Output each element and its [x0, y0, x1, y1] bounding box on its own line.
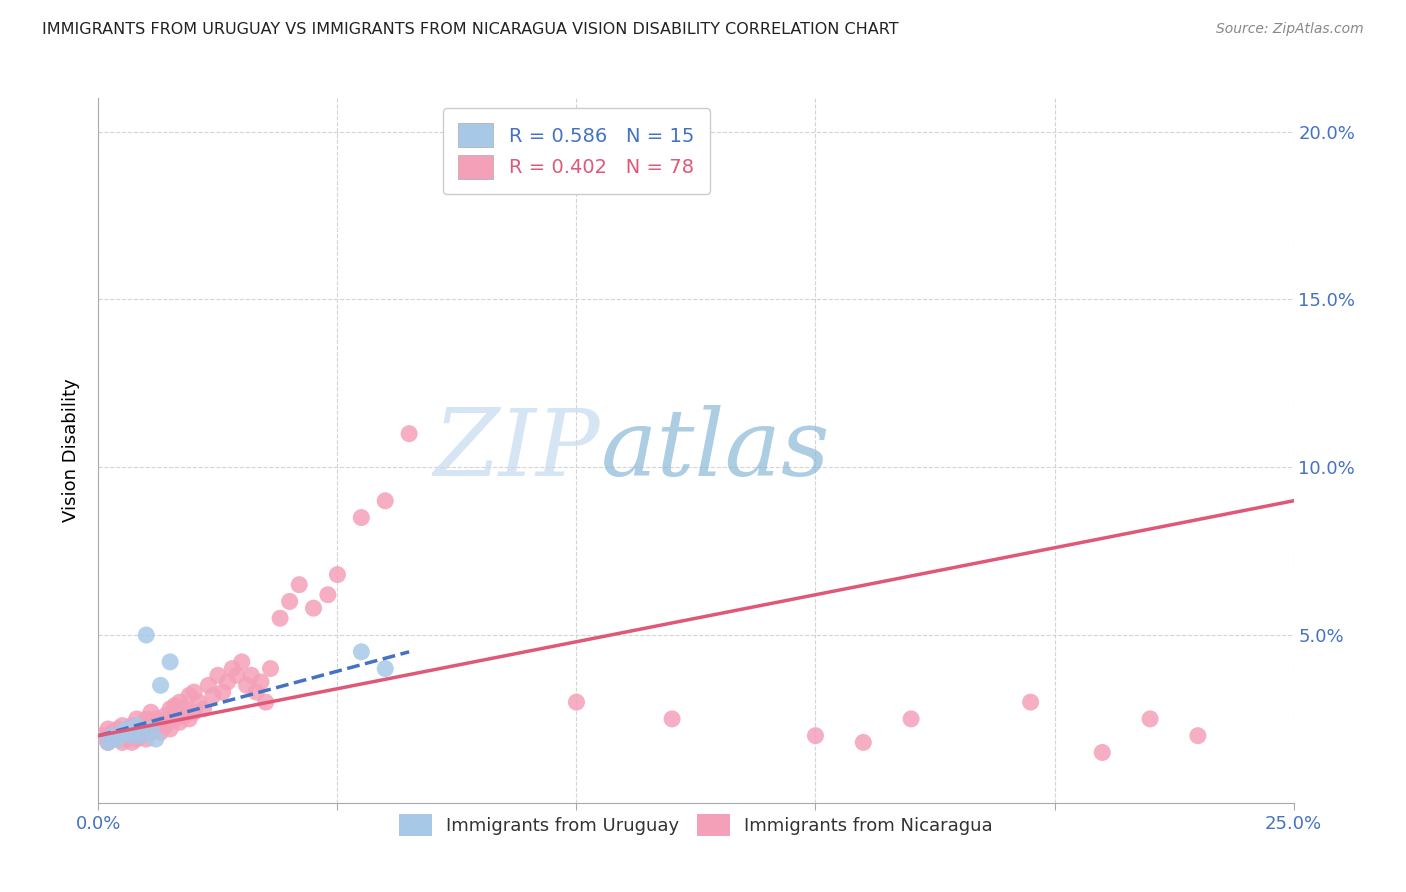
Text: Source: ZipAtlas.com: Source: ZipAtlas.com	[1216, 22, 1364, 37]
Point	[115, 732, 138, 747]
Point	[101, 725, 124, 739]
Point	[217, 675, 239, 690]
Point	[121, 729, 143, 743]
Point	[139, 725, 162, 739]
Point	[179, 712, 201, 726]
Point	[159, 655, 181, 669]
Point	[326, 567, 349, 582]
Point	[111, 725, 134, 739]
Point	[197, 678, 219, 692]
Legend: Immigrants from Uruguay, Immigrants from Nicaragua: Immigrants from Uruguay, Immigrants from…	[392, 806, 1000, 843]
Point	[121, 735, 143, 749]
Point	[1187, 729, 1209, 743]
Point	[398, 426, 420, 441]
Point	[135, 732, 157, 747]
Point	[183, 705, 205, 719]
Point	[131, 729, 153, 743]
Point	[139, 705, 162, 719]
Text: IMMIGRANTS FROM URUGUAY VS IMMIGRANTS FROM NICARAGUA VISION DISABILITY CORRELATI: IMMIGRANTS FROM URUGUAY VS IMMIGRANTS FR…	[42, 22, 898, 37]
Point	[374, 662, 396, 676]
Point	[135, 712, 157, 726]
Point	[211, 685, 233, 699]
Point	[245, 685, 267, 699]
Point	[169, 695, 191, 709]
Point	[135, 628, 157, 642]
Point	[374, 493, 396, 508]
Point	[149, 725, 172, 739]
Point	[163, 712, 186, 726]
Point	[149, 715, 172, 730]
Point	[183, 685, 205, 699]
Point	[107, 732, 129, 747]
Y-axis label: Vision Disability: Vision Disability	[62, 378, 80, 523]
Point	[163, 698, 186, 713]
Point	[91, 729, 114, 743]
Point	[135, 722, 157, 736]
Point	[1139, 712, 1161, 726]
Point	[350, 510, 373, 524]
Point	[121, 718, 143, 732]
Point	[97, 735, 120, 749]
Point	[131, 729, 153, 743]
Point	[125, 725, 148, 739]
Point	[179, 689, 201, 703]
Point	[107, 729, 129, 743]
Point	[226, 668, 249, 682]
Point	[155, 718, 177, 732]
Point	[107, 722, 129, 736]
Point	[125, 712, 148, 726]
Point	[155, 708, 177, 723]
Point	[565, 695, 588, 709]
Point	[145, 732, 167, 747]
Point	[278, 594, 301, 608]
Point	[173, 708, 195, 723]
Point	[101, 732, 124, 747]
Point	[221, 662, 243, 676]
Text: atlas: atlas	[600, 406, 830, 495]
Point	[231, 655, 253, 669]
Point	[661, 712, 683, 726]
Point	[169, 715, 191, 730]
Point	[254, 695, 277, 709]
Point	[131, 718, 153, 732]
Point	[115, 722, 138, 736]
Point	[288, 577, 311, 591]
Point	[202, 689, 225, 703]
Point	[97, 735, 120, 749]
Point	[159, 702, 181, 716]
Point	[111, 725, 134, 739]
Point	[900, 712, 922, 726]
Point	[101, 729, 124, 743]
Point	[207, 668, 229, 682]
Point	[302, 601, 325, 615]
Point	[193, 702, 215, 716]
Point	[269, 611, 291, 625]
Point	[240, 668, 263, 682]
Point	[1091, 746, 1114, 760]
Point	[149, 678, 172, 692]
Point	[111, 735, 134, 749]
Text: ZIP: ZIP	[433, 406, 600, 495]
Point	[1019, 695, 1042, 709]
Point	[187, 695, 209, 709]
Point	[852, 735, 875, 749]
Point	[139, 715, 162, 730]
Point	[316, 588, 339, 602]
Point	[350, 645, 373, 659]
Point	[173, 702, 195, 716]
Point	[145, 712, 167, 726]
Point	[121, 729, 143, 743]
Point	[125, 732, 148, 747]
Point	[804, 729, 827, 743]
Point	[111, 718, 134, 732]
Point	[259, 662, 281, 676]
Point	[125, 718, 148, 732]
Point	[145, 722, 167, 736]
Point	[139, 722, 162, 736]
Point	[235, 678, 257, 692]
Point	[159, 722, 181, 736]
Point	[115, 722, 138, 736]
Point	[97, 722, 120, 736]
Point	[250, 675, 273, 690]
